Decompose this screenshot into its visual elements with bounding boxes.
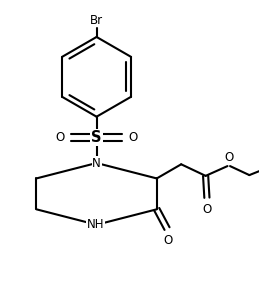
Text: S: S	[91, 130, 102, 145]
Text: NH: NH	[87, 218, 104, 231]
Text: Br: Br	[90, 14, 103, 27]
Text: O: O	[164, 234, 173, 247]
Text: O: O	[224, 151, 233, 164]
Text: N: N	[92, 156, 101, 169]
Text: O: O	[55, 131, 64, 144]
Text: O: O	[129, 131, 138, 144]
Text: O: O	[202, 203, 212, 216]
Text: N: N	[92, 156, 101, 169]
